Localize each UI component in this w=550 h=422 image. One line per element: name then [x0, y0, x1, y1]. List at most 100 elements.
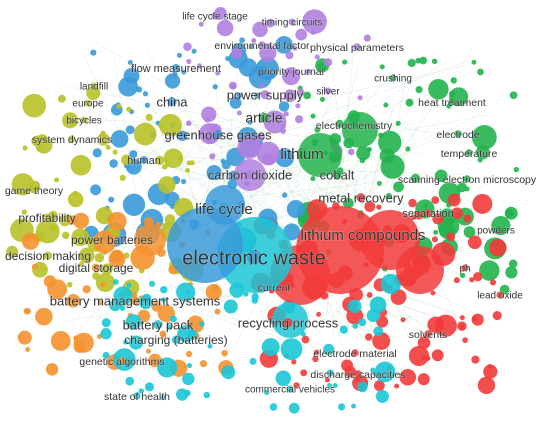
bubble: [158, 176, 176, 194]
bubble: [73, 340, 86, 353]
node-label: electrochemistry: [316, 120, 393, 132]
edge: [94, 76, 172, 123]
bubble: [460, 272, 466, 279]
node: [43, 251, 53, 260]
bubble: [285, 51, 294, 60]
bubble: [176, 52, 182, 58]
node: [287, 67, 295, 75]
node-label: bicycles: [66, 116, 102, 127]
node: [90, 82, 98, 90]
bubble: [149, 280, 156, 287]
node: [260, 90, 270, 100]
node-label: discharge capacities: [310, 369, 405, 381]
bubble: [283, 111, 289, 117]
edge: [169, 58, 471, 173]
bubble: [112, 149, 118, 155]
bubble: [408, 198, 417, 208]
bubble: [177, 130, 188, 142]
bubble: [357, 381, 368, 393]
bubble: [303, 91, 311, 100]
node-label: battery management systems: [50, 293, 221, 308]
bubble: [57, 94, 66, 103]
bubble: [453, 277, 460, 284]
edge: [208, 175, 440, 202]
bubble: [310, 113, 316, 119]
node: [130, 296, 140, 306]
node: [288, 18, 296, 26]
node-label: electrode: [436, 129, 479, 141]
node-label: article: [245, 110, 283, 126]
edge: [274, 168, 283, 171]
bubble: [431, 349, 444, 362]
node: [448, 98, 456, 106]
bubble: [161, 163, 168, 170]
bubble: [369, 296, 387, 314]
node-label: life cycle: [195, 201, 253, 218]
node: [211, 12, 219, 20]
bubble: [119, 305, 126, 311]
node: [492, 226, 500, 234]
node: [133, 392, 141, 400]
bubble: [373, 326, 384, 337]
bubble: [449, 90, 456, 97]
node-label: solvents: [409, 329, 448, 341]
node-label: china: [156, 94, 188, 109]
bubble: [283, 89, 297, 102]
bubble: [428, 79, 449, 100]
bubble: [251, 37, 257, 44]
bubble: [67, 215, 77, 225]
node-label: crushing: [374, 74, 412, 85]
node-label: lithium compounds: [300, 227, 425, 244]
bubble: [160, 286, 168, 294]
bubble: [36, 134, 48, 146]
node-label: scanning electron microscopy: [398, 174, 537, 186]
bubble: [66, 281, 73, 288]
bubble: [342, 112, 378, 148]
node: [354, 370, 362, 378]
bubble: [457, 182, 467, 193]
bubble: [243, 291, 249, 297]
bubble: [259, 44, 277, 62]
bubble: [180, 178, 187, 185]
bubble: [473, 272, 483, 282]
bubble: [363, 34, 371, 42]
bubble: [92, 148, 102, 158]
bubble: [164, 73, 181, 89]
bubble: [160, 332, 166, 338]
bubble: [259, 83, 265, 89]
bubble: [97, 300, 103, 306]
bubble: [411, 173, 421, 183]
bubble: [121, 154, 132, 166]
bubble: [314, 126, 321, 133]
node-label: power batteries: [71, 233, 153, 247]
bubble: [447, 193, 461, 207]
bubble: [185, 288, 191, 294]
bubble: [73, 335, 79, 341]
bubble: [22, 145, 28, 151]
bubble: [94, 252, 105, 263]
edge: [166, 81, 273, 137]
bubble: [236, 110, 242, 116]
bubble: [214, 308, 221, 315]
edge: [320, 58, 361, 214]
bubble: [463, 214, 472, 223]
bubble: [326, 369, 334, 377]
bubble: [432, 213, 444, 225]
node-label: physical parameters: [310, 42, 404, 54]
bubble: [446, 232, 456, 242]
bubble: [90, 49, 97, 56]
bubble: [417, 336, 431, 350]
bubble: [324, 377, 330, 383]
bubble: [376, 315, 389, 328]
bubble: [379, 148, 395, 164]
bubble: [431, 58, 438, 65]
bubble: [348, 148, 355, 156]
bubble: [221, 349, 228, 357]
edge: [165, 165, 231, 182]
bubble: [107, 211, 127, 231]
bubble: [112, 279, 119, 285]
edge: [224, 48, 384, 229]
node: [167, 97, 177, 107]
bubble: [462, 337, 468, 344]
node: [218, 203, 230, 214]
